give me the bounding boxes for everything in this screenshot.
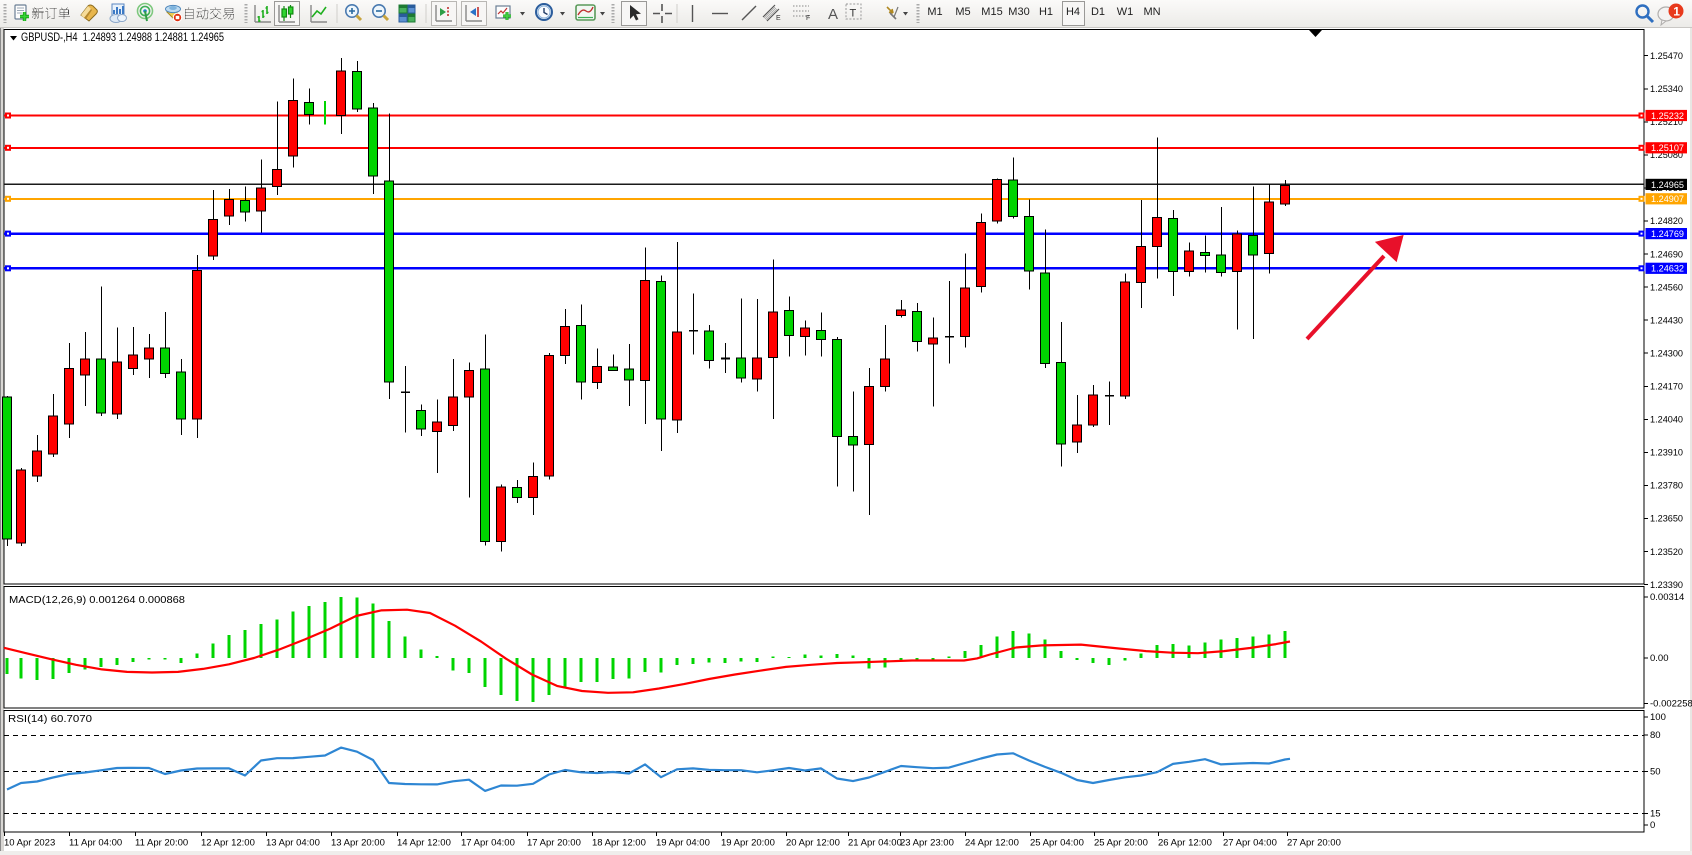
svg-text:27 Apr 04:00: 27 Apr 04:00 (1223, 838, 1277, 849)
svg-text:25 Apr 20:00: 25 Apr 20:00 (1094, 838, 1148, 849)
svg-text:1.24430: 1.24430 (1650, 315, 1683, 326)
svg-text:24 Apr 12:00: 24 Apr 12:00 (965, 838, 1019, 849)
svg-text:80: 80 (1650, 730, 1661, 741)
svg-text:1.23910: 1.23910 (1650, 448, 1683, 459)
svg-text:RSI(14) 60.7070: RSI(14) 60.7070 (8, 713, 92, 725)
svg-text:0.00: 0.00 (1650, 653, 1669, 664)
svg-text:1.24170: 1.24170 (1650, 382, 1683, 393)
svg-text:1.24769: 1.24769 (1651, 229, 1684, 240)
svg-text:E: E (776, 15, 781, 22)
svg-text:1.25340: 1.25340 (1650, 84, 1683, 95)
svg-text:1.24965: 1.24965 (1651, 180, 1684, 191)
svg-text:1.25080: 1.25080 (1650, 150, 1683, 161)
svg-text:T: T (850, 8, 857, 20)
svg-text:11 Apr 04:00: 11 Apr 04:00 (69, 838, 122, 849)
svg-text:26 Apr 12:00: 26 Apr 12:00 (1158, 838, 1212, 849)
svg-text:1.24632: 1.24632 (1651, 264, 1684, 275)
svg-text:25 Apr 04:00: 25 Apr 04:00 (1030, 838, 1084, 849)
svg-text:14 Apr 12:00: 14 Apr 12:00 (397, 838, 451, 849)
svg-text:1.24907: 1.24907 (1651, 194, 1684, 205)
svg-text:20 Apr 12:00: 20 Apr 12:00 (786, 838, 840, 849)
svg-text:13 Apr 04:00: 13 Apr 04:00 (266, 838, 320, 849)
svg-text:100: 100 (1650, 712, 1666, 723)
svg-text:23 Apr 23:00: 23 Apr 23:00 (900, 838, 954, 849)
svg-text:17 Apr 04:00: 17 Apr 04:00 (461, 838, 515, 849)
svg-text:13 Apr 20:00: 13 Apr 20:00 (331, 838, 385, 849)
svg-text:17 Apr 20:00: 17 Apr 20:00 (527, 838, 581, 849)
svg-text:19 Apr 20:00: 19 Apr 20:00 (721, 838, 775, 849)
svg-text:1.25232: 1.25232 (1651, 111, 1684, 122)
svg-text:-0.002258: -0.002258 (1650, 699, 1692, 710)
svg-text:1.23780: 1.23780 (1650, 481, 1683, 492)
svg-text:19 Apr 04:00: 19 Apr 04:00 (656, 838, 710, 849)
svg-text:50: 50 (1650, 767, 1661, 778)
svg-text:1.24560: 1.24560 (1650, 282, 1683, 293)
svg-text:GBPUSD-,H4 1.24893 1.24988 1.: GBPUSD-,H4 1.24893 1.24988 1.24881 1.249… (21, 32, 224, 44)
svg-text:1.23650: 1.23650 (1650, 514, 1683, 525)
svg-text:12 Apr 12:00: 12 Apr 12:00 (201, 838, 255, 849)
svg-text:15: 15 (1650, 809, 1661, 820)
svg-text:F: F (806, 15, 810, 22)
svg-text:1.25210: 1.25210 (1650, 117, 1683, 128)
svg-text:11 Apr 20:00: 11 Apr 20:00 (135, 838, 188, 849)
svg-text:0.00314: 0.00314 (1650, 592, 1684, 603)
svg-text:A: A (828, 6, 838, 23)
svg-text:27 Apr 20:00: 27 Apr 20:00 (1287, 838, 1341, 849)
svg-text:21 Apr 04:00: 21 Apr 04:00 (848, 838, 902, 849)
svg-text:1.25470: 1.25470 (1650, 51, 1683, 62)
svg-text:1.24300: 1.24300 (1650, 348, 1683, 359)
svg-text:MACD(12,26,9) 0.001264 0.00086: MACD(12,26,9) 0.001264 0.000868 (9, 594, 185, 606)
svg-text:1: 1 (1673, 5, 1680, 19)
svg-text:1.24690: 1.24690 (1650, 249, 1683, 260)
svg-text:10 Apr 2023: 10 Apr 2023 (4, 838, 55, 849)
svg-text:18 Apr 12:00: 18 Apr 12:00 (592, 838, 646, 849)
svg-text:1.23390: 1.23390 (1650, 580, 1683, 591)
svg-text:0: 0 (1650, 820, 1655, 831)
svg-text:1.24040: 1.24040 (1650, 415, 1683, 426)
svg-text:1.23520: 1.23520 (1650, 547, 1683, 558)
svg-text:1.25107: 1.25107 (1651, 143, 1684, 154)
svg-text:1.24820: 1.24820 (1650, 216, 1683, 227)
